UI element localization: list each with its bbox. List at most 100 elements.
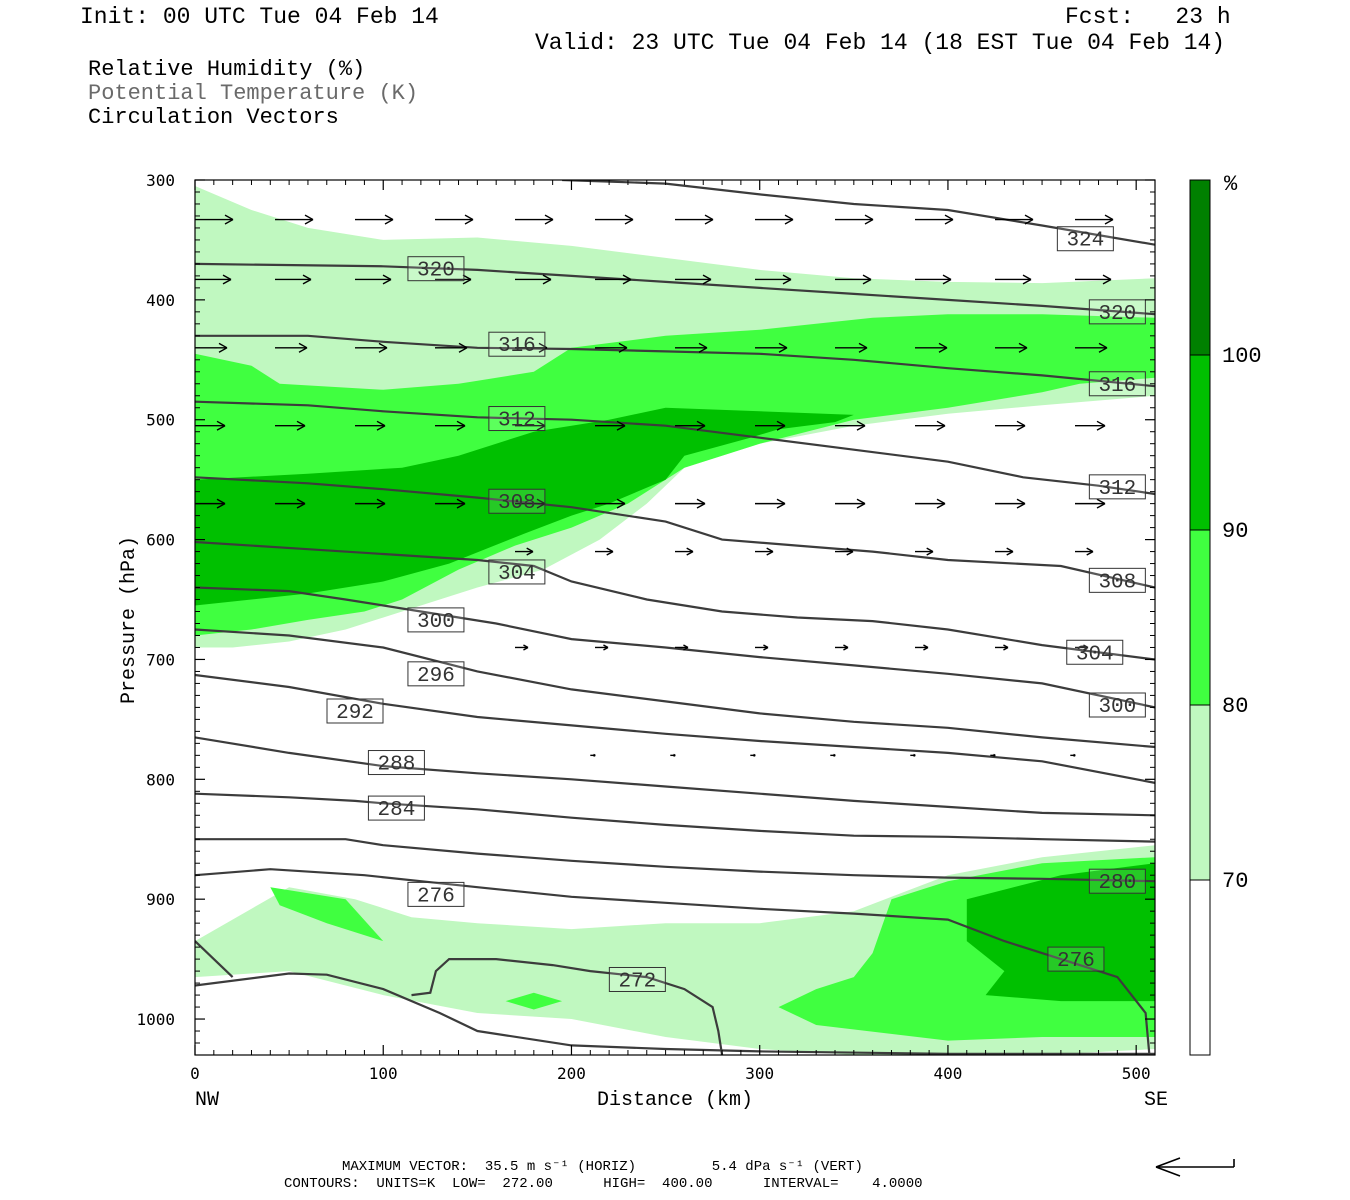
vector-arrow	[595, 547, 614, 556]
theta-contours	[195, 180, 1155, 1055]
theta-contour-312	[195, 400, 1155, 496]
vector-arrow	[675, 420, 706, 431]
rh-region-80-4	[270, 887, 384, 942]
vector-arrow	[435, 214, 474, 225]
contour-label-text: 324	[1066, 230, 1104, 253]
contour-label-316: 316	[1088, 371, 1146, 398]
reference-vector	[1155, 1157, 1235, 1177]
y-tick-label: 700	[146, 650, 175, 669]
contour-label-320: 320	[1088, 299, 1146, 326]
vector-arrow	[1075, 420, 1106, 431]
contour-label-316: 316	[488, 331, 546, 358]
theta-contour-272	[195, 972, 1155, 1055]
vector-arrow	[755, 644, 769, 651]
axes: 300 400 500 600 700 800 900 1000 0 100 200 300 400 50…	[136, 171, 1155, 1083]
vector-arrow	[835, 274, 872, 285]
vector-arrow	[835, 214, 874, 225]
theta-contour-304	[195, 540, 1155, 661]
contour-label-308: 308	[1088, 567, 1146, 594]
vector-arrow	[675, 214, 714, 225]
contour-label-304: 304	[1066, 639, 1124, 666]
vector-arrow	[435, 342, 468, 353]
y-axis-title: Pressure (hPa)	[118, 536, 141, 704]
colorbar-segment	[1189, 354, 1211, 531]
vector-arrow	[995, 420, 1026, 431]
theta-contour-284	[195, 792, 1155, 843]
vector-arrow	[750, 753, 756, 757]
vector-arrow	[755, 547, 774, 556]
theta-contour-288	[195, 736, 1155, 817]
vector-arrow	[515, 420, 546, 431]
circulation-vectors	[195, 214, 1114, 757]
vector-arrow	[1075, 214, 1114, 225]
vector-arrow	[515, 498, 546, 509]
contour-label-text: 280	[1098, 872, 1136, 895]
y-tick-label: 900	[146, 890, 175, 909]
vector-arrow	[275, 498, 306, 509]
vector-arrow	[915, 214, 954, 225]
vector-arrow	[675, 547, 694, 556]
vector-arrow	[515, 644, 529, 651]
theta-contour-292	[195, 673, 1155, 784]
vector-arrow	[515, 274, 552, 285]
vector-arrow	[595, 214, 634, 225]
x-axis-right-end-label: SE	[1144, 1089, 1168, 1112]
colorbar-level-label: 90	[1222, 519, 1248, 544]
vector-arrow	[275, 274, 312, 285]
contour-label-text: 292	[336, 702, 374, 725]
vector-arrow	[830, 753, 836, 757]
theta-contour-296	[195, 628, 1155, 749]
vector-arrow	[675, 498, 706, 509]
valid-time: Valid: 23 UTC Tue 04 Feb 14 (18 EST Tue …	[535, 30, 1226, 56]
theta-contour-308	[195, 476, 1155, 589]
vector-arrow	[515, 214, 554, 225]
plot-frame	[194, 179, 1156, 1056]
vector-arrow	[995, 214, 1034, 225]
theta-contour-300	[195, 586, 1155, 709]
vector-arrow	[1075, 274, 1112, 285]
vector-arrow	[195, 342, 228, 353]
vector-arrow	[355, 498, 386, 509]
x-tick-label: 500	[1122, 1064, 1151, 1083]
vector-arrow	[275, 214, 314, 225]
contour-label-276: 276	[1047, 946, 1105, 973]
x-axis-left-end-label: NW	[195, 1089, 219, 1112]
legend-potential-temperature: Potential Temperature (K)	[88, 81, 419, 106]
theta-contour-labels: 324 320 320 316 316 312 312 308 308 304 304 300 300 2…	[326, 226, 1146, 993]
colorbar-segment	[1189, 529, 1211, 706]
y-tick-label: 300	[146, 171, 175, 190]
vector-arrow	[355, 274, 392, 285]
vector-arrow	[915, 274, 952, 285]
contour-info: CONTOURS: UNITS=K LOW= 272.00 HIGH= 400.…	[284, 1176, 923, 1192]
vector-arrow	[995, 274, 1032, 285]
contour-label-292: 292	[326, 698, 384, 725]
colorbar-level-label: 100	[1222, 344, 1262, 369]
colorbar-level-label: 70	[1222, 869, 1248, 894]
contour-label-text: 296	[417, 665, 455, 688]
vector-arrow	[995, 342, 1028, 353]
vector-arrow	[595, 342, 628, 353]
y-tick-label: 600	[146, 531, 175, 550]
colorbar-unit: %	[1224, 172, 1238, 197]
contour-label-312: 312	[488, 406, 546, 433]
forecast-hour: Fcst: 23 h	[1065, 4, 1231, 30]
vector-arrow	[670, 753, 676, 757]
contour-label-text: 312	[498, 410, 536, 433]
contour-label-296: 296	[407, 661, 465, 688]
contour-label-text: 300	[417, 611, 455, 634]
colorbar-level-label: 80	[1222, 694, 1248, 719]
vector-arrow	[675, 274, 712, 285]
contour-label-276: 276	[407, 881, 465, 908]
vector-arrow	[590, 753, 596, 757]
vector-arrow	[755, 498, 786, 509]
vector-arrow	[1070, 753, 1076, 757]
y-tick-label: 1000	[136, 1010, 175, 1029]
contour-label-text: 284	[378, 799, 416, 822]
contour-label-280: 280	[1088, 868, 1146, 895]
theta-contour-276	[195, 868, 1151, 1055]
vector-arrow	[915, 498, 946, 509]
contour-label-text: 308	[1098, 571, 1136, 594]
x-tick-label: 300	[745, 1064, 774, 1083]
vector-arrow	[995, 498, 1026, 509]
contour-label-text: 320	[417, 260, 455, 283]
